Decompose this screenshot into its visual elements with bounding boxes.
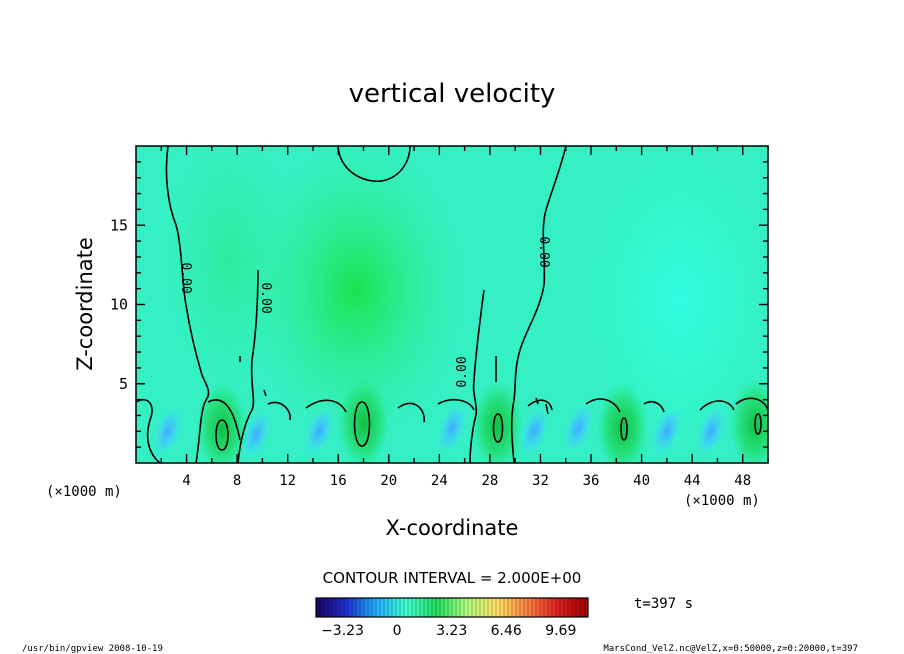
- x-tick-label: 44: [684, 473, 701, 489]
- downdraft-core-7: [650, 404, 684, 459]
- x-tick-label: 36: [583, 473, 600, 489]
- contour-label-2: 0.00: [258, 282, 273, 313]
- y-axis-label: Z-coordinate: [73, 237, 97, 371]
- colorbar-tick-label: 6.46: [491, 623, 522, 639]
- upper-updraft-region: [246, 146, 466, 440]
- footer-left: /usr/bin/gpview 2008-10-19: [22, 644, 163, 654]
- time-label: t=397 s: [634, 596, 693, 612]
- x-tick-label: 8: [233, 473, 241, 489]
- x-unit-right: (×1000 m): [684, 493, 760, 509]
- contour-inner-up-4: [620, 417, 628, 441]
- colorbar-tick-label: 9.69: [545, 623, 576, 639]
- updraft-core-3: [471, 380, 524, 463]
- y-tick-label: 15: [110, 216, 128, 234]
- x-unit-left: (×1000 m): [46, 484, 122, 500]
- x-tick-label: 40: [633, 473, 650, 489]
- downdraft-core-1: [151, 404, 184, 459]
- contour-line-spike-10: [237, 269, 259, 463]
- upper-weak-updraft-left: [160, 146, 300, 400]
- downdraft-core-3: [303, 404, 336, 459]
- contour-label-3: 0.00: [455, 356, 470, 387]
- downdraft-core-4: [435, 401, 469, 455]
- zero-contours: [136, 146, 768, 463]
- downdraft-cores: [151, 401, 728, 462]
- y-axis: 5 10 15: [110, 161, 768, 448]
- x-tick-label: 4: [182, 473, 190, 489]
- colorbar-tick-label: −3.23: [321, 623, 364, 639]
- updraft-core-4: [596, 382, 649, 463]
- colorbar-tick-label: 0: [393, 623, 402, 639]
- contour-inner-up-5: [754, 413, 762, 435]
- contour-line-spike-27: [469, 289, 485, 463]
- colorbar-tick-label: 3.23: [436, 623, 467, 639]
- downdraft-core-6: [562, 401, 595, 455]
- contour-line-right: [510, 146, 567, 463]
- contour-inner-up-2: [353, 401, 371, 447]
- contour-specks: [239, 356, 549, 415]
- footer-right: MarsCond_VelZ.nc@VelZ,x=0:50000,z=0:2000…: [603, 644, 858, 654]
- contour-label-1: 0.00: [178, 262, 193, 293]
- downdraft-core-5: [517, 404, 551, 459]
- downdraft-core-2: [239, 407, 273, 462]
- x-tick-label: 24: [431, 473, 448, 489]
- colorbar-ticks: −3.23 0 3.23 6.46 9.69: [321, 623, 576, 639]
- colorbar-frame: [315, 597, 589, 618]
- x-tick-label: 28: [481, 473, 498, 489]
- contour-interval: CONTOUR INTERVAL = 2.000E+00: [323, 569, 582, 587]
- contour-inner-up-3: [492, 413, 504, 443]
- x-tick-label: 12: [279, 473, 296, 489]
- downdraft-core-8: [694, 404, 728, 459]
- y-tick-label: 5: [119, 375, 128, 393]
- updraft-core-2: [337, 377, 390, 463]
- x-tick-label: 32: [532, 473, 549, 489]
- x-axis: 4 8 12 16 20 24 28 32 36 40 44 48: [160, 146, 769, 489]
- updraft-core-1: [195, 382, 248, 463]
- contour-inner-up-1: [215, 419, 229, 451]
- contour-label-4: 0.00: [536, 236, 551, 267]
- plot-area: [136, 146, 768, 463]
- x-tick-label: 16: [330, 473, 347, 489]
- chart-title: vertical velocity: [349, 79, 556, 109]
- x-axis-label: X-coordinate: [386, 516, 519, 540]
- contour-lower-wave: [136, 397, 768, 463]
- contour-line-upper-dome: [337, 146, 411, 182]
- x-tick-label: 48: [734, 473, 751, 489]
- colorbar-fill: [316, 598, 588, 617]
- colorbar: [315, 597, 589, 618]
- x-tick-label: 20: [380, 473, 397, 489]
- contour-line-left: [165, 146, 210, 463]
- upper-downdraft-right: [590, 150, 768, 450]
- y-tick-label: 10: [110, 296, 128, 314]
